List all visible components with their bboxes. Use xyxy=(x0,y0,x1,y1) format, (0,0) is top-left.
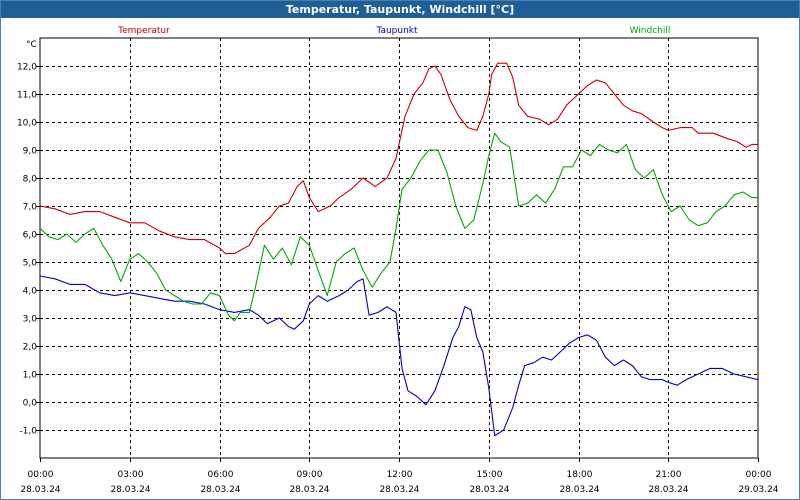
x-tick-date-label: 28.03.24 xyxy=(469,485,509,495)
x-tick-time-label: 03:00 xyxy=(118,470,144,480)
y-tick-label: 11,0 xyxy=(17,91,37,101)
x-tick-date-label: 28.03.24 xyxy=(200,485,240,495)
x-tick-date-label: 28.03.24 xyxy=(648,485,688,495)
x-tick-time-label: 12:00 xyxy=(387,470,413,480)
y-tick-label: 7,0 xyxy=(23,203,38,213)
legend-entry: Temperatur xyxy=(117,26,170,36)
legend-entry: Taupunkt xyxy=(375,26,418,36)
y-tick-label: 1,0 xyxy=(23,371,38,381)
x-tick-time-label: 09:00 xyxy=(297,470,323,480)
y-tick-label: 3,0 xyxy=(23,315,38,325)
y-axis-label: °C xyxy=(26,40,37,50)
x-tick-date-label: 28.03.24 xyxy=(289,485,329,495)
x-tick-time-label: 21:00 xyxy=(656,470,682,480)
grid xyxy=(40,38,758,458)
series-lines xyxy=(39,62,759,437)
y-tick-label: 8,0 xyxy=(23,175,38,185)
legend: Temperatur Taupunkt Windchill xyxy=(117,26,670,36)
y-tick-label: 2,0 xyxy=(23,343,38,353)
y-tick-label: 0,0 xyxy=(23,399,38,409)
x-tick-time-label: 00:00 xyxy=(746,470,772,480)
y-tick-label: 12,0 xyxy=(17,63,37,73)
x-tick-date-label: 28.03.24 xyxy=(20,485,60,495)
y-tick-label: 4,0 xyxy=(23,287,38,297)
axes: 12,0 11,0 10,0 9,0 8,0 7,0 6,0 5,0 4,0 3,0 2,0 1,0 0… xyxy=(17,37,779,495)
x-tick-date-label: 28.03.24 xyxy=(559,485,599,495)
x-tick-time-label: 15:00 xyxy=(477,470,503,480)
y-tick-label: -1,0 xyxy=(19,427,37,437)
x-tick-date-label: 29.03.24 xyxy=(738,485,778,495)
series-line-windchill xyxy=(39,132,758,322)
window-title: Temperatur, Taupunkt, Windchill [°C] xyxy=(1,1,799,18)
x-tick-date-label: 28.03.24 xyxy=(379,485,419,495)
y-tick-label: 5,0 xyxy=(23,259,38,269)
y-tick-label: 10,0 xyxy=(17,119,37,129)
x-tick-date-label: 28.03.24 xyxy=(110,485,150,495)
x-tick-time-label: 06:00 xyxy=(208,470,234,480)
legend-entry: Windchill xyxy=(630,26,671,36)
x-tick-time-label: 00:00 xyxy=(28,470,54,480)
y-tick-label: 9,0 xyxy=(23,147,38,157)
x-tick-time-label: 18:00 xyxy=(567,470,593,480)
series-line-taupunkt xyxy=(39,275,759,437)
series-line-temperatur xyxy=(39,62,758,255)
y-tick-label: 6,0 xyxy=(23,231,38,241)
